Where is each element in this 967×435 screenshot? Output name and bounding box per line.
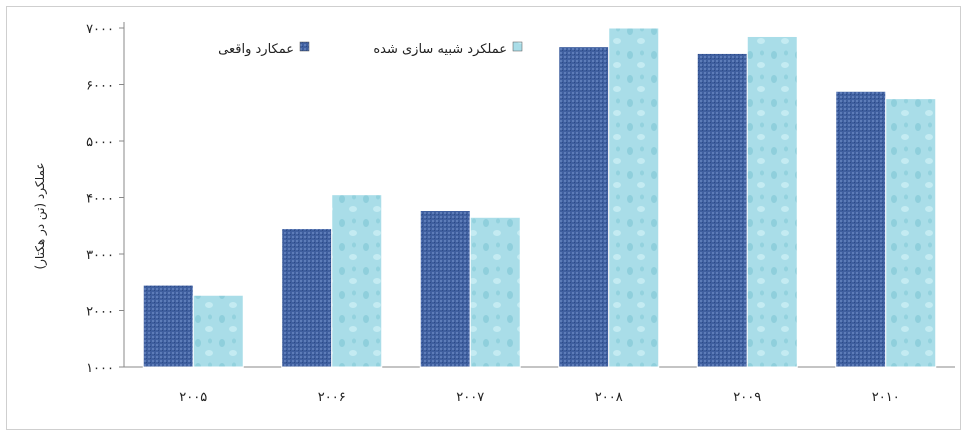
- y-tick-label: ۳۰۰۰: [86, 248, 114, 263]
- x-tick-label: ۲۰۰۷: [456, 390, 484, 405]
- bar-simulated-2: [469, 216, 521, 368]
- legend-swatch-0: [299, 41, 310, 52]
- legend-swatch-1: [512, 41, 523, 52]
- bar-simulated-3: [608, 27, 660, 368]
- y-tick-label: ۵۰۰۰: [86, 135, 114, 150]
- bar-real-5: [835, 90, 887, 368]
- legend-label-1: عملکرد شبیه سازی شده: [373, 42, 507, 57]
- y-tick-label: ۲۰۰۰: [86, 305, 114, 320]
- y-tick-label: ۷۰۰۰: [86, 22, 114, 37]
- bar-real-4: [696, 52, 748, 368]
- legend-label-0: عمکارد واقعی: [218, 42, 294, 57]
- x-tick-label: ۲۰۰۸: [595, 390, 623, 405]
- bar-simulated-5: [885, 98, 937, 368]
- bar-real-0: [142, 284, 194, 368]
- y-axis-label: عملکرد (تن در هکتار): [33, 162, 48, 269]
- y-tick-label: ۱۰۰۰: [86, 361, 114, 376]
- bar-real-3: [558, 46, 610, 368]
- x-tick-label: ۲۰۱۰: [872, 390, 900, 405]
- bar-real-2: [419, 209, 471, 368]
- bar-simulated-1: [331, 194, 383, 368]
- y-tick-label: ۶۰۰۰: [86, 79, 114, 94]
- x-tick-label: ۲۰۰۶: [318, 390, 346, 405]
- y-tick-label: ۴۰۰۰: [86, 192, 114, 207]
- bar-simulated-4: [746, 35, 798, 368]
- bar-simulated-0: [192, 294, 244, 368]
- x-tick-label: ۲۰۰۵: [179, 390, 207, 405]
- x-tick-label: ۲۰۰۹: [733, 390, 761, 405]
- bar-real-1: [281, 228, 333, 368]
